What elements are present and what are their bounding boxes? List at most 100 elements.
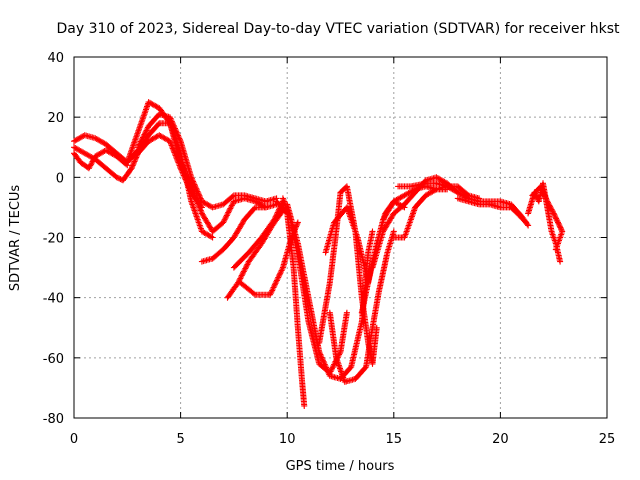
data-point-marker [454, 183, 471, 198]
y-tick-label: -80 [43, 412, 64, 427]
data-point-marker [245, 241, 264, 265]
data-point-marker [92, 135, 108, 147]
data-series-layer [71, 99, 566, 409]
y-tick-label: 40 [47, 51, 64, 66]
data-point-marker [267, 266, 286, 298]
data-point-marker [316, 281, 333, 346]
data-point-marker [198, 210, 215, 234]
data-point-marker [552, 246, 559, 253]
data-point-marker [241, 205, 258, 223]
y-axis-label: SDTVAR / TECUs [8, 185, 23, 292]
data-point-marker [145, 112, 162, 130]
series-arc-14 [326, 228, 397, 385]
data-point-marker [525, 222, 532, 229]
data-point-marker [198, 228, 215, 240]
data-point-marker [145, 121, 162, 139]
x-tick-label: 5 [176, 432, 184, 447]
data-point-marker [284, 201, 301, 245]
data-point-marker [103, 147, 119, 159]
data-point-marker [71, 150, 83, 164]
data-point-marker [544, 198, 556, 216]
y-tick-label: -40 [43, 292, 64, 307]
x-tick-label: 25 [599, 432, 616, 447]
data-point-marker [369, 228, 376, 235]
data-point-marker [508, 204, 520, 216]
data-point-marker [230, 250, 251, 271]
data-point-marker [537, 183, 550, 203]
series-arc-7 [224, 207, 286, 301]
data-point-marker [166, 114, 183, 143]
data-point-marker [326, 309, 339, 360]
data-point-marker [135, 139, 151, 157]
data-point-marker [103, 165, 119, 180]
y-tick-labels: 40 20 0 -20 -40 -60 -80 [43, 51, 64, 427]
data-point-marker [297, 264, 312, 324]
data-point-marker [294, 324, 305, 384]
data-point-marker [343, 309, 350, 316]
data-point-marker [188, 174, 205, 203]
series-arc-3 [71, 147, 131, 172]
data-point-marker [177, 138, 194, 179]
data-point-marker [407, 180, 428, 190]
series-arc-20 [454, 195, 529, 226]
data-point-marker [124, 130, 141, 166]
data-point-marker [369, 326, 380, 367]
data-point-marker [348, 320, 365, 370]
data-point-marker [209, 220, 226, 235]
data-point-marker [220, 193, 236, 208]
data-point-marker [401, 205, 418, 241]
y-tick-label: 20 [47, 111, 64, 126]
data-point-marker [322, 221, 337, 256]
data-point-marker [390, 202, 407, 217]
data-point-marker [422, 187, 439, 199]
y-tick-label: 0 [56, 171, 64, 186]
x-axis-label: GPS time / hours [286, 459, 395, 474]
data-point-marker [113, 153, 130, 168]
data-point-marker [103, 141, 119, 156]
data-point-marker [301, 402, 308, 409]
data-point-marker [245, 235, 264, 256]
data-point-marker [209, 234, 216, 241]
x-tick-label: 15 [386, 432, 403, 447]
data-point-marker [220, 235, 236, 253]
data-point-marker [224, 280, 241, 301]
x-tick-label: 0 [70, 432, 78, 447]
data-point-marker [326, 230, 339, 286]
data-point-marker [522, 219, 529, 226]
data-point-marker [262, 204, 269, 211]
data-point-marker [120, 166, 134, 184]
data-point-marker [433, 174, 449, 186]
series-arc-18 [390, 183, 483, 241]
data-point-marker [305, 318, 322, 366]
data-point-marker [113, 174, 125, 183]
data-point-marker [412, 193, 428, 211]
data-point-marker [444, 183, 460, 195]
data-point-marker [220, 199, 237, 226]
data-point-marker [557, 258, 564, 265]
data-point-marker [331, 205, 349, 226]
x-tick-label: 20 [492, 432, 509, 447]
data-point-marker [343, 204, 360, 239]
series-arc-21 [525, 180, 564, 265]
data-point-marker [544, 204, 555, 233]
data-point-marker [363, 326, 376, 370]
data-point-marker [390, 228, 397, 235]
x-tick-label: 10 [279, 432, 296, 447]
data-point-marker [135, 124, 151, 151]
data-point-marker [230, 217, 247, 241]
data-point-marker [369, 290, 382, 331]
data-point-marker [135, 100, 152, 136]
series-arc-4 [124, 99, 280, 235]
data-point-marker [316, 348, 333, 378]
data-point-marker [71, 144, 87, 156]
data-point-marker [237, 279, 257, 297]
data-point-marker [401, 190, 418, 208]
data-point-marker [553, 228, 566, 251]
data-point-marker [188, 183, 205, 215]
data-point-marker [294, 240, 312, 300]
data-point-marker [209, 247, 226, 262]
data-point-marker [299, 378, 308, 408]
y-tick-label: -20 [43, 232, 64, 247]
data-point-marker [514, 210, 528, 225]
data-point-marker [375, 251, 391, 295]
